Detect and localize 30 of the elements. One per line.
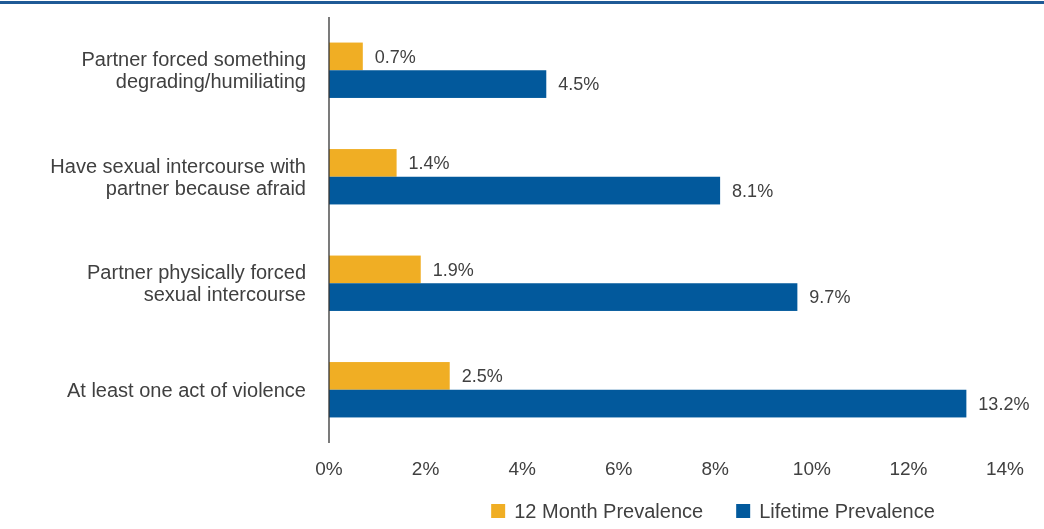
x-tick-label: 0% — [315, 457, 343, 479]
x-tick-label: 14% — [985, 457, 1025, 479]
x-tick-label: 6% — [604, 457, 633, 479]
data-label: 2.5% — [461, 366, 503, 387]
bar — [329, 389, 967, 418]
data-label: 1.4% — [408, 153, 450, 174]
data-label: 13.2% — [978, 393, 1030, 414]
data-label: 4.5% — [558, 74, 600, 95]
legend-label: 12 Month Prevalence — [514, 500, 704, 522]
x-tick-label: 4% — [508, 457, 536, 479]
bar — [329, 283, 798, 311]
y-tick-label: At least one act of violence — [66, 378, 306, 401]
bar — [329, 42, 363, 71]
data-label: 0.7% — [374, 46, 416, 67]
y-tick-label: Partner forced something degrading/humiliating — [81, 48, 306, 93]
y-tick-label: Partner physically forced sexual intercourse — [87, 261, 306, 306]
bar — [329, 149, 397, 177]
x-tick-label: 8% — [701, 457, 730, 479]
data-label: 1.9% — [432, 259, 474, 280]
data-label: 8.1% — [732, 180, 774, 201]
x-tick-label: 10% — [792, 457, 831, 479]
y-tick-label: Have sexual intercourse with partner because afraid — [50, 154, 306, 199]
x-tick-label: 12% — [889, 457, 928, 479]
data-label: 9.7% — [809, 287, 851, 308]
bar — [329, 255, 421, 284]
bar — [329, 362, 450, 390]
legend-label: Lifetime Prevalence — [759, 500, 935, 522]
bar — [329, 176, 721, 205]
x-tick-label: 2% — [411, 457, 440, 479]
bar — [329, 70, 547, 98]
